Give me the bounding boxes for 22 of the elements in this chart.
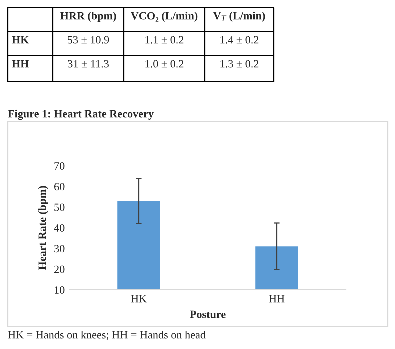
- text: VCO₂ (L/min): [131, 12, 198, 22]
- y-tick-label: 60: [54, 183, 65, 191]
- chart-title: Figure 1: Heart Rate Recovery: [8, 110, 154, 120]
- y-tick-label: 20: [54, 266, 65, 274]
- y-tick-label: 50: [54, 204, 65, 212]
- text: 1.1 ± 0.2: [146, 36, 184, 44]
- text: HK: [12, 36, 30, 44]
- text: HRR (bpm): [60, 12, 116, 22]
- text: 31 ± 11.3: [68, 60, 109, 68]
- y-tick-label: 40: [54, 224, 65, 232]
- text: HK = Hands on knees; HH = Hands on head: [8, 330, 206, 340]
- text: V$_{T}$ (L/min): [213, 12, 266, 22]
- y-tick-label: 70: [54, 162, 65, 170]
- text: 53 ± 10.9: [68, 36, 110, 44]
- x-axis-title: Posture: [190, 310, 226, 318]
- y-tick-label: 10: [55, 286, 65, 294]
- y-tick-label: 30: [54, 245, 65, 253]
- text: 1.0 ± 0.2: [146, 60, 184, 68]
- y-axis-title: Heart Rate (bpm): [38, 186, 48, 270]
- text: 1.3 ± 0.2: [220, 60, 259, 68]
- text: HH: [12, 60, 30, 68]
- text: 1.4 ± 0.2: [220, 36, 259, 44]
